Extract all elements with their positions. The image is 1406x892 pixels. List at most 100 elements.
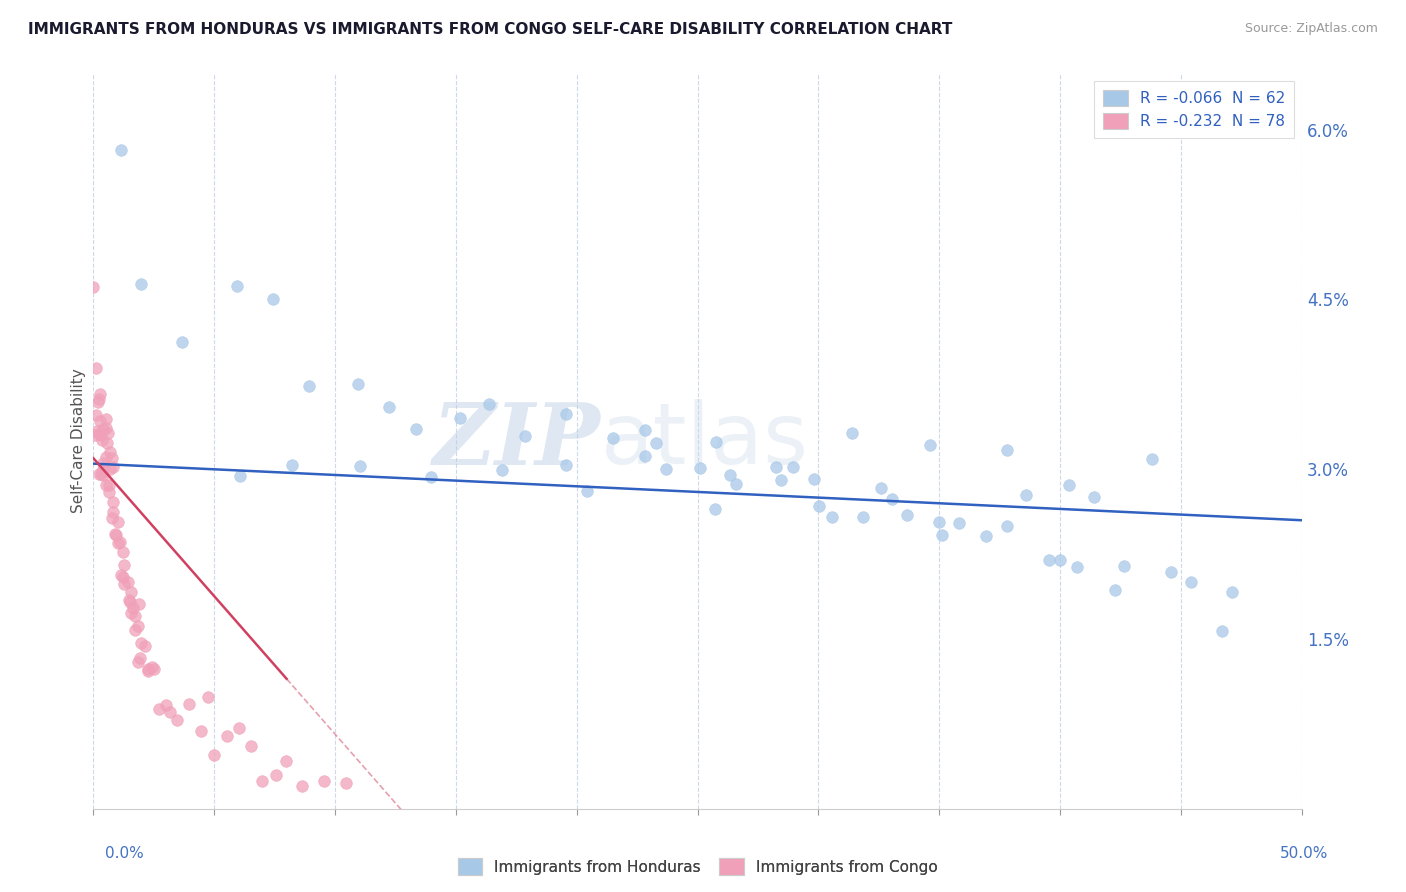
Point	[405, 422, 427, 436]
Point	[1112, 559, 1135, 574]
Point	[129, 651, 152, 665]
Point	[101, 451, 124, 466]
Point	[449, 410, 471, 425]
Point	[478, 396, 501, 410]
Point	[1160, 566, 1182, 580]
Text: Source: ZipAtlas.com: Source: ZipAtlas.com	[1244, 22, 1378, 36]
Point	[128, 597, 150, 611]
Point	[1015, 488, 1038, 502]
Point	[124, 609, 146, 624]
Point	[228, 469, 250, 483]
Point	[1180, 575, 1202, 590]
Point	[1104, 583, 1126, 598]
Point	[136, 664, 159, 678]
Point	[298, 378, 321, 392]
Point	[148, 702, 170, 716]
Point	[111, 545, 134, 559]
Point	[997, 519, 1019, 533]
Point	[91, 422, 114, 436]
Point	[118, 595, 141, 609]
Text: IMMIGRANTS FROM HONDURAS VS IMMIGRANTS FROM CONGO SELF-CARE DISABILITY CORRELATI: IMMIGRANTS FROM HONDURAS VS IMMIGRANTS F…	[28, 22, 952, 37]
Point	[724, 477, 747, 491]
Legend: Immigrants from Honduras, Immigrants from Congo: Immigrants from Honduras, Immigrants fro…	[457, 858, 938, 875]
Point	[190, 723, 212, 738]
Point	[84, 361, 107, 376]
Point	[84, 427, 107, 442]
Point	[513, 429, 536, 443]
Point	[104, 527, 127, 541]
Point	[93, 462, 115, 476]
Point	[98, 485, 121, 500]
Point	[264, 768, 287, 782]
Point	[720, 468, 742, 483]
Point	[1083, 490, 1105, 504]
Point	[107, 535, 129, 549]
Point	[96, 435, 118, 450]
Point	[101, 460, 124, 475]
Y-axis label: Self-Care Disability: Self-Care Disability	[72, 368, 86, 514]
Point	[127, 655, 149, 669]
Point	[276, 754, 298, 768]
Point	[120, 584, 142, 599]
Point	[202, 748, 225, 763]
Point	[262, 292, 284, 306]
Point	[124, 623, 146, 637]
Point	[349, 458, 371, 473]
Point	[136, 662, 159, 676]
Point	[419, 470, 441, 484]
Point	[347, 377, 370, 392]
Point	[177, 697, 200, 711]
Point	[226, 278, 249, 293]
Point	[645, 436, 668, 450]
Point	[82, 280, 104, 294]
Point	[166, 713, 188, 727]
Point	[291, 780, 314, 794]
Point	[103, 505, 125, 519]
Point	[995, 443, 1018, 458]
Point	[112, 569, 135, 583]
Point	[706, 434, 728, 449]
Point	[98, 445, 121, 459]
Point	[312, 774, 335, 789]
Point	[852, 510, 875, 524]
Point	[112, 576, 135, 591]
Point	[896, 508, 918, 522]
Point	[228, 722, 250, 736]
Point	[974, 528, 997, 542]
Point	[575, 484, 598, 499]
Point	[97, 426, 120, 441]
Point	[129, 277, 152, 292]
Point	[89, 387, 111, 401]
Text: 50.0%: 50.0%	[1281, 847, 1329, 861]
Text: ZIP: ZIP	[433, 400, 600, 483]
Point	[252, 773, 274, 788]
Point	[129, 636, 152, 650]
Point	[1057, 477, 1080, 491]
Point	[704, 501, 727, 516]
Point	[555, 458, 578, 472]
Point	[107, 516, 129, 530]
Point	[84, 409, 107, 423]
Point	[89, 467, 111, 481]
Point	[870, 481, 893, 495]
Point	[918, 438, 941, 452]
Point	[108, 535, 131, 549]
Point	[94, 450, 117, 465]
Point	[87, 392, 110, 406]
Point	[93, 467, 115, 482]
Point	[110, 143, 132, 157]
Point	[87, 427, 110, 442]
Point	[122, 601, 145, 615]
Point	[1038, 553, 1060, 567]
Point	[96, 478, 118, 492]
Point	[1220, 585, 1243, 599]
Point	[112, 558, 135, 572]
Point	[89, 414, 111, 428]
Point	[948, 516, 970, 530]
Point	[91, 457, 114, 471]
Point	[931, 528, 953, 542]
Point	[159, 706, 181, 720]
Point	[782, 459, 804, 474]
Point	[117, 574, 139, 589]
Point	[378, 400, 401, 414]
